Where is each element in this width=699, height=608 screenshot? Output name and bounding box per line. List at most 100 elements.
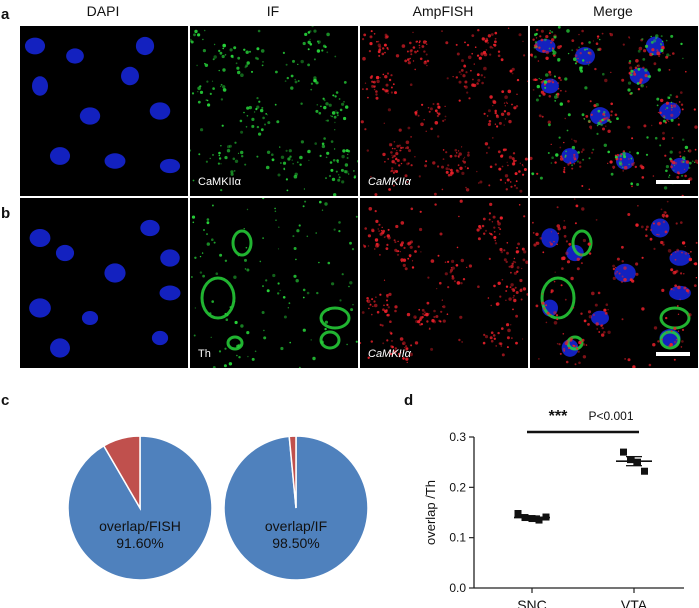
signal-dot xyxy=(402,263,406,267)
signal-dot xyxy=(514,261,517,264)
signal-dot xyxy=(451,266,455,270)
signal-dot xyxy=(394,241,397,244)
signal-dot xyxy=(326,151,330,155)
signal-dot xyxy=(425,312,429,317)
signal-dot xyxy=(538,94,541,97)
signal-dot xyxy=(461,59,464,63)
signal-dot xyxy=(458,99,461,102)
signal-dot xyxy=(439,232,443,236)
signal-dot xyxy=(547,120,551,124)
signal-dot xyxy=(509,69,513,73)
signal-dot xyxy=(463,158,465,160)
signal-dot xyxy=(376,40,378,43)
signal-dot xyxy=(441,165,444,169)
signal-dot xyxy=(553,241,555,243)
signal-dot xyxy=(407,58,410,61)
signal-dot xyxy=(370,340,373,343)
signal-dot xyxy=(557,82,559,84)
signal-dot xyxy=(574,157,577,161)
signal-dot xyxy=(657,68,661,72)
signal-dot xyxy=(515,186,519,190)
signal-dot xyxy=(497,331,500,335)
signal-dot xyxy=(680,42,683,46)
signal-dot xyxy=(308,159,310,161)
signal-dot xyxy=(377,228,379,230)
signal-dot xyxy=(681,241,686,245)
signal-dot xyxy=(302,328,306,332)
signal-dot xyxy=(512,296,515,299)
signal-dot xyxy=(511,157,515,161)
signal-dot xyxy=(373,85,376,88)
signal-dot xyxy=(343,81,347,84)
signal-dot xyxy=(493,226,496,229)
signal-dot xyxy=(685,289,689,292)
signal-dot xyxy=(245,246,248,249)
signal-dot xyxy=(610,172,614,176)
nuclei-layer xyxy=(541,218,691,357)
signal-dot xyxy=(642,58,646,61)
signal-dot xyxy=(535,45,538,48)
signal-dot xyxy=(410,136,412,138)
signal-dot xyxy=(504,118,507,120)
signal-dot xyxy=(297,80,300,82)
neuron-soma xyxy=(659,330,681,350)
signal-dot xyxy=(557,232,560,235)
signal-dot xyxy=(434,203,437,206)
signal-dot xyxy=(587,323,590,326)
signal-dot xyxy=(494,163,497,166)
signal-dot xyxy=(351,248,355,251)
signal-dot xyxy=(425,130,427,132)
nucleus xyxy=(151,330,169,346)
signal-dot xyxy=(558,136,561,139)
signal-dot xyxy=(550,162,553,164)
signal-dot xyxy=(374,248,376,250)
signal-dot xyxy=(670,160,673,163)
signal-dot xyxy=(643,124,647,128)
signal-dot xyxy=(407,257,410,260)
signal-dot xyxy=(510,264,514,269)
signal-dot xyxy=(540,38,544,42)
signal-dot xyxy=(460,73,462,75)
signal-dot xyxy=(605,125,607,127)
signal-dot xyxy=(224,347,227,350)
signal-dot xyxy=(219,51,223,55)
signal-dot xyxy=(394,162,397,165)
signal-dot xyxy=(243,48,246,51)
signal-dot xyxy=(628,158,630,160)
signal-dot xyxy=(409,352,413,357)
signal-dot xyxy=(557,26,561,29)
signal-dot xyxy=(630,92,633,95)
signal-dot xyxy=(515,341,518,345)
signal-dot xyxy=(310,88,313,91)
signal-dot xyxy=(534,41,538,44)
signal-dot xyxy=(462,74,466,78)
signal-dot xyxy=(331,177,336,182)
signal-dot xyxy=(596,132,599,135)
signal-dot xyxy=(458,80,462,84)
signal-dot xyxy=(674,251,677,253)
signal-dot xyxy=(400,352,402,354)
signal-dot xyxy=(483,66,487,71)
signal-dot xyxy=(458,215,460,218)
signal-dot xyxy=(245,50,249,54)
signal-dot xyxy=(347,153,349,156)
signal-dot xyxy=(506,102,508,105)
signal-dot xyxy=(581,113,585,117)
signal-dot xyxy=(396,253,400,256)
signal-dot xyxy=(628,151,631,154)
signal-dot xyxy=(412,31,414,34)
signal-dot xyxy=(666,118,669,122)
signal-dot xyxy=(237,70,241,75)
signal-dot xyxy=(693,284,697,287)
signal-dot xyxy=(429,107,433,111)
signal-dot xyxy=(348,173,350,175)
signal-layer xyxy=(532,198,698,368)
signal-dot xyxy=(232,157,236,161)
neuron-layer xyxy=(540,229,691,351)
signal-dot xyxy=(408,244,410,246)
signal-dot xyxy=(695,241,698,244)
signal-dot xyxy=(333,115,337,119)
signal-dot xyxy=(466,91,469,94)
signal-dot xyxy=(585,344,588,346)
signal-dot xyxy=(663,241,665,243)
